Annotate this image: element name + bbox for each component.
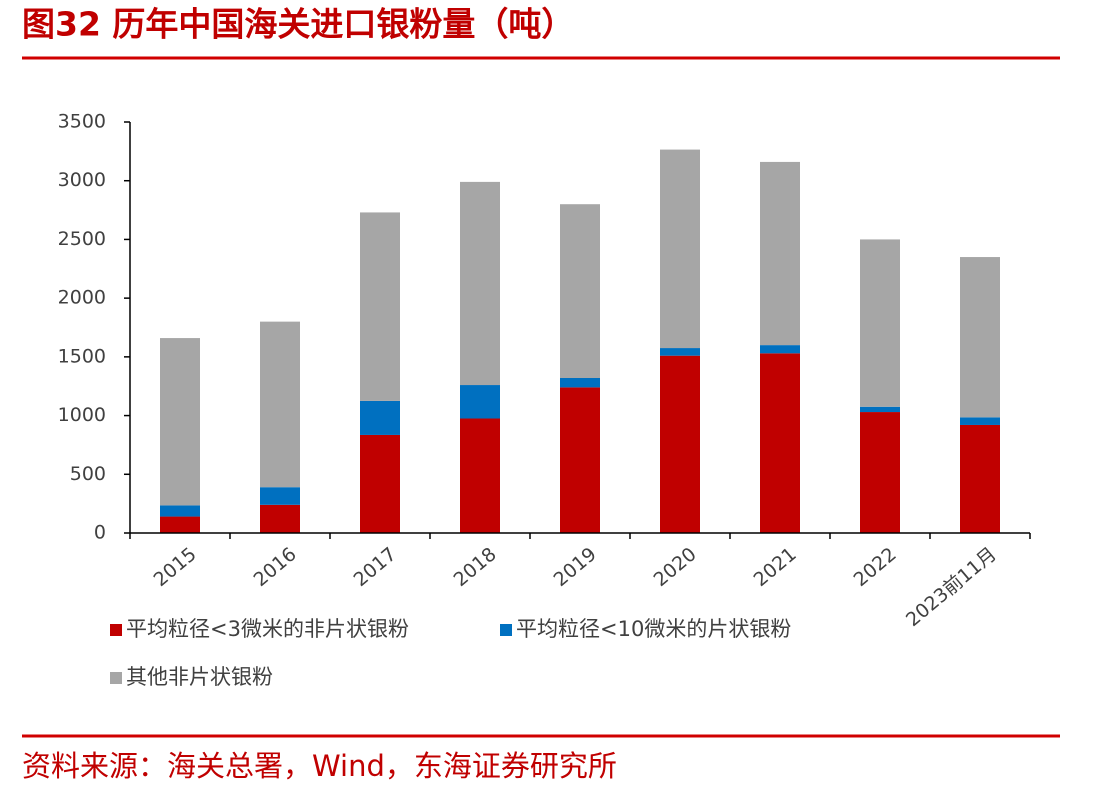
bar-segment: [960, 417, 1000, 425]
x-tick-label: 2016: [250, 543, 301, 591]
x-tick-label: 2022: [850, 543, 901, 591]
legend-label: 平均粒径<10微米的片状银粉: [516, 617, 791, 641]
legend-swatch: [110, 624, 122, 636]
bar-segment: [860, 239, 900, 407]
bar-segment: [260, 504, 300, 533]
y-tick-label: 2000: [58, 287, 106, 309]
bar-segment: [260, 321, 300, 488]
x-tick-label: 2020: [650, 543, 701, 591]
x-tick-label: 2015: [150, 543, 201, 591]
y-tick-label: 1500: [58, 345, 106, 367]
source: 资料来源：海关总署，Wind，东海证券研究所: [22, 749, 617, 783]
x-tick-label: 2023前11月: [902, 543, 1001, 631]
bar-segment: [260, 487, 300, 505]
bar-segment: [860, 412, 900, 533]
bar-segment: [560, 387, 600, 533]
legend-swatch: [500, 624, 512, 636]
y-tick-label: 2500: [58, 228, 106, 250]
x-tick-label: 2018: [450, 543, 501, 591]
legend-label: 其他非片状银粉: [126, 665, 273, 689]
x-tick-label: 2021: [750, 543, 801, 591]
bar-segment: [360, 212, 400, 401]
y-tick-label: 0: [94, 522, 106, 544]
bar-segment: [660, 348, 700, 356]
x-tick-label: 2017: [350, 543, 401, 591]
bar-segment: [960, 257, 1000, 418]
y-tick-label: 1000: [58, 404, 106, 426]
bar-segment: [560, 204, 600, 378]
bar-segment: [760, 345, 800, 354]
y-tick-label: 500: [70, 463, 106, 485]
bar-segment: [160, 516, 200, 533]
bar-segment: [860, 406, 900, 413]
bar-segment: [760, 161, 800, 346]
bar-segment: [660, 149, 700, 349]
legend-label: 平均粒径<3微米的非片状银粉: [126, 617, 409, 641]
bar-segment: [360, 434, 400, 533]
y-tick-label: 3000: [58, 169, 106, 191]
bar-segment: [460, 418, 500, 533]
chart-title: 图32 历年中国海关进口银粉量（吨）: [22, 5, 574, 44]
bar-segment: [660, 355, 700, 533]
bar-segment: [160, 505, 200, 517]
y-tick-label: 3500: [58, 111, 106, 133]
legend-swatch: [110, 672, 122, 684]
bar-segment: [560, 377, 600, 388]
bar-segment: [160, 338, 200, 506]
bar-segment: [460, 181, 500, 386]
bar-segment: [960, 424, 1000, 533]
bar-segment: [460, 385, 500, 419]
x-tick-label: 2019: [550, 543, 601, 591]
bar-segment: [760, 353, 800, 533]
bar-segment: [360, 400, 400, 435]
